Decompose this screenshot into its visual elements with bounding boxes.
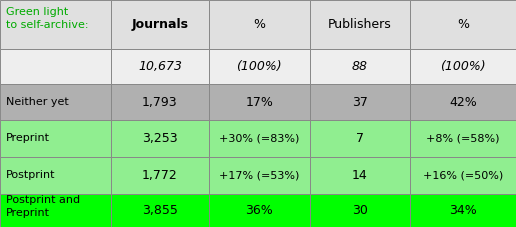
Bar <box>111 49 209 84</box>
Bar <box>0 84 111 120</box>
Bar <box>111 0 209 49</box>
Text: Green light
to self-archive:: Green light to self-archive: <box>6 7 89 30</box>
Bar <box>310 157 410 194</box>
Bar <box>310 194 410 227</box>
Bar <box>0 120 111 157</box>
Bar <box>0 194 111 227</box>
Bar <box>111 194 209 227</box>
Text: 34%: 34% <box>449 204 477 217</box>
Text: +8% (=58%): +8% (=58%) <box>426 133 500 143</box>
Bar <box>0 157 111 194</box>
Bar <box>209 49 310 84</box>
Bar <box>410 49 516 84</box>
Text: Neither yet: Neither yet <box>6 97 69 107</box>
Bar <box>410 157 516 194</box>
Bar <box>410 0 516 49</box>
Bar <box>209 120 310 157</box>
Bar <box>209 84 310 120</box>
Bar <box>310 0 410 49</box>
Bar <box>0 49 111 84</box>
Bar <box>111 84 209 120</box>
Text: 10,673: 10,673 <box>138 60 182 73</box>
Text: (100%): (100%) <box>236 60 282 73</box>
Text: 14: 14 <box>352 169 368 182</box>
Bar <box>310 84 410 120</box>
Text: 1,793: 1,793 <box>142 96 178 109</box>
Bar <box>410 194 516 227</box>
Text: 42%: 42% <box>449 96 477 109</box>
Bar <box>209 0 310 49</box>
Bar <box>111 157 209 194</box>
Text: +16% (=50%): +16% (=50%) <box>423 170 503 180</box>
Bar <box>310 120 410 157</box>
Text: +17% (=53%): +17% (=53%) <box>219 170 299 180</box>
Text: Preprint: Preprint <box>6 133 50 143</box>
Text: 30: 30 <box>352 204 368 217</box>
Bar <box>209 157 310 194</box>
Text: 17%: 17% <box>245 96 273 109</box>
Text: 3,253: 3,253 <box>142 132 178 145</box>
Text: %: % <box>457 18 469 31</box>
Text: 88: 88 <box>352 60 368 73</box>
Bar <box>0 0 111 49</box>
Bar <box>410 120 516 157</box>
Bar <box>111 120 209 157</box>
Bar <box>310 49 410 84</box>
Text: +30% (=83%): +30% (=83%) <box>219 133 299 143</box>
Text: Postprint and
Preprint: Postprint and Preprint <box>6 195 80 217</box>
Text: 1,772: 1,772 <box>142 169 178 182</box>
Bar <box>410 84 516 120</box>
Text: 36%: 36% <box>246 204 273 217</box>
Text: 37: 37 <box>352 96 368 109</box>
Text: 3,855: 3,855 <box>142 204 178 217</box>
Bar <box>209 194 310 227</box>
Text: %: % <box>253 18 265 31</box>
Text: Journals: Journals <box>132 18 188 31</box>
Text: Postprint: Postprint <box>6 170 56 180</box>
Text: 7: 7 <box>356 132 364 145</box>
Text: (100%): (100%) <box>440 60 486 73</box>
Text: Publishers: Publishers <box>328 18 392 31</box>
